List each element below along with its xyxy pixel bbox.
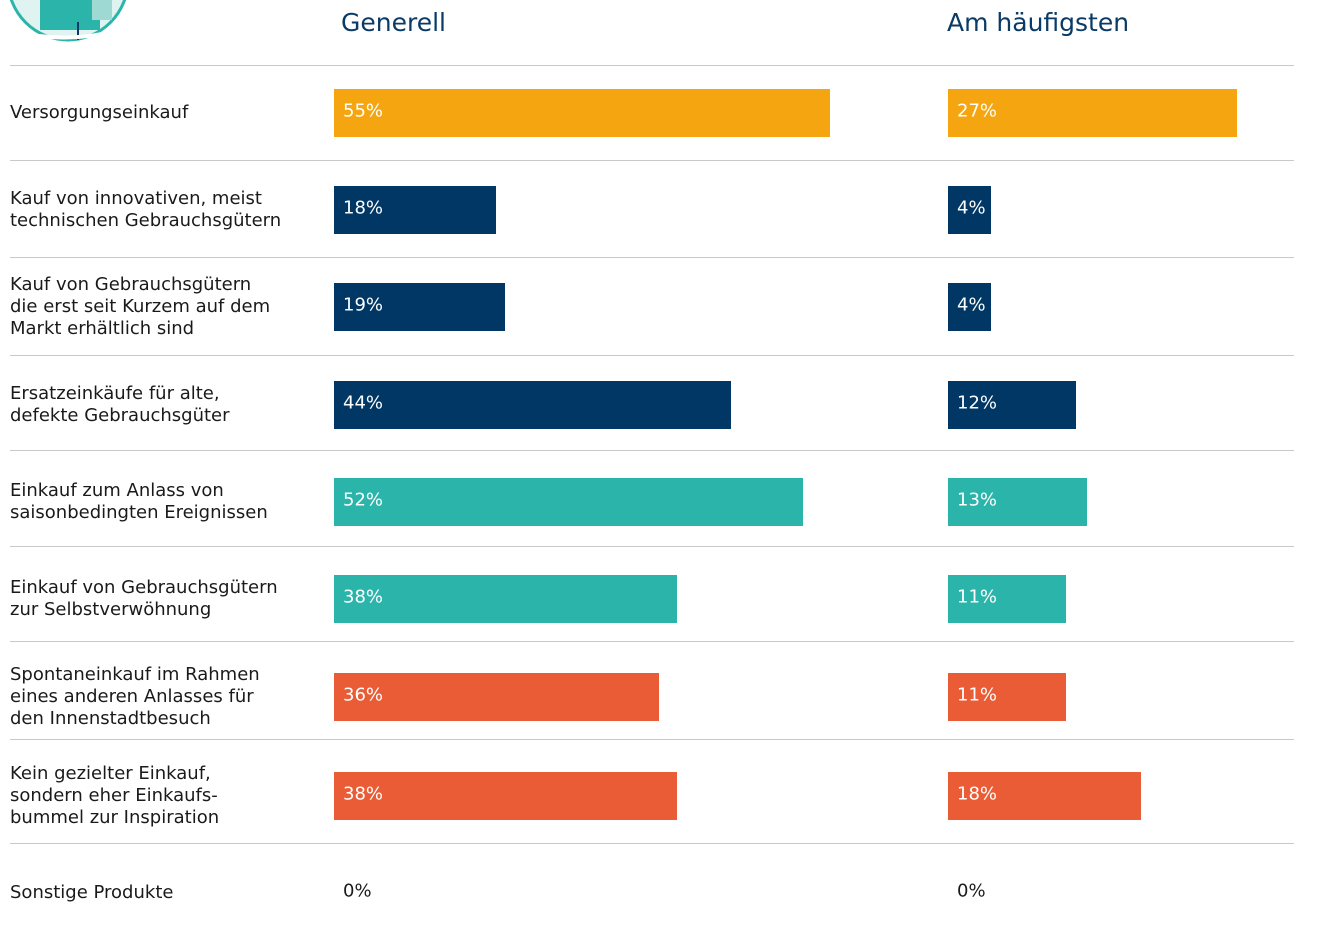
value-label: 38%	[343, 783, 384, 805]
value-label: 11%	[957, 684, 998, 706]
category-label: Kauf von Gebrauchsgütern die erst seit K…	[10, 274, 271, 339]
row-separator	[10, 355, 1294, 356]
value-label: 18%	[957, 783, 998, 805]
bar	[948, 575, 1066, 623]
row-separator	[10, 641, 1294, 642]
row-separator	[10, 546, 1294, 547]
row-separator	[10, 450, 1294, 451]
row-separator	[10, 65, 1294, 66]
category-label: Sonstige Produkte	[10, 882, 174, 903]
category-label: Ersatzeinkäufe für alte, defekte Gebrauc…	[10, 383, 230, 426]
value-label: 11%	[957, 586, 998, 608]
bar	[334, 478, 804, 526]
category-label: Einkauf zum Anlass von saisonbedingten E…	[10, 480, 268, 523]
category-label: Kein gezielter Einkauf, sondern eher Ein…	[10, 763, 220, 828]
panel-header: Am häufigsten	[947, 8, 1130, 37]
value-label: 44%	[343, 392, 384, 414]
row-separator	[10, 160, 1294, 161]
bar	[334, 186, 497, 234]
value-label: 0%	[343, 880, 372, 902]
row-separator	[10, 257, 1294, 258]
value-label: 27%	[957, 100, 998, 122]
bar	[334, 89, 831, 137]
value-label: 4%	[957, 197, 986, 219]
row-separator	[10, 843, 1294, 844]
bar	[948, 89, 1237, 137]
value-label: 38%	[343, 586, 384, 608]
value-label: 19%	[343, 294, 384, 316]
category-label: Einkauf von Gebrauchsgütern zur Selbstve…	[10, 577, 278, 620]
value-label: 0%	[957, 880, 986, 902]
bar	[948, 186, 991, 234]
bar	[334, 381, 731, 429]
category-label: Versorgungseinkauf	[10, 102, 189, 123]
value-label: 18%	[343, 197, 384, 219]
row-separator	[10, 739, 1294, 740]
bar	[334, 575, 677, 623]
bar	[948, 673, 1066, 721]
bar	[948, 772, 1141, 820]
category-label: Kauf von innovativen, meist technischen …	[10, 188, 282, 231]
value-label: 52%	[343, 489, 384, 511]
value-label: 36%	[343, 684, 384, 706]
value-label: 13%	[957, 489, 998, 511]
bar	[948, 478, 1088, 526]
category-label: Spontaneinkauf im Rahmen eines anderen A…	[10, 664, 260, 729]
logo-icon	[9, 0, 127, 42]
bar	[948, 283, 991, 331]
bar	[334, 673, 659, 721]
value-label: 12%	[957, 392, 998, 414]
bar	[948, 381, 1077, 429]
value-label: 4%	[957, 294, 986, 316]
value-label: 55%	[343, 100, 384, 122]
panel-header: Generell	[341, 8, 446, 37]
bar	[334, 283, 506, 331]
bar	[334, 772, 677, 820]
